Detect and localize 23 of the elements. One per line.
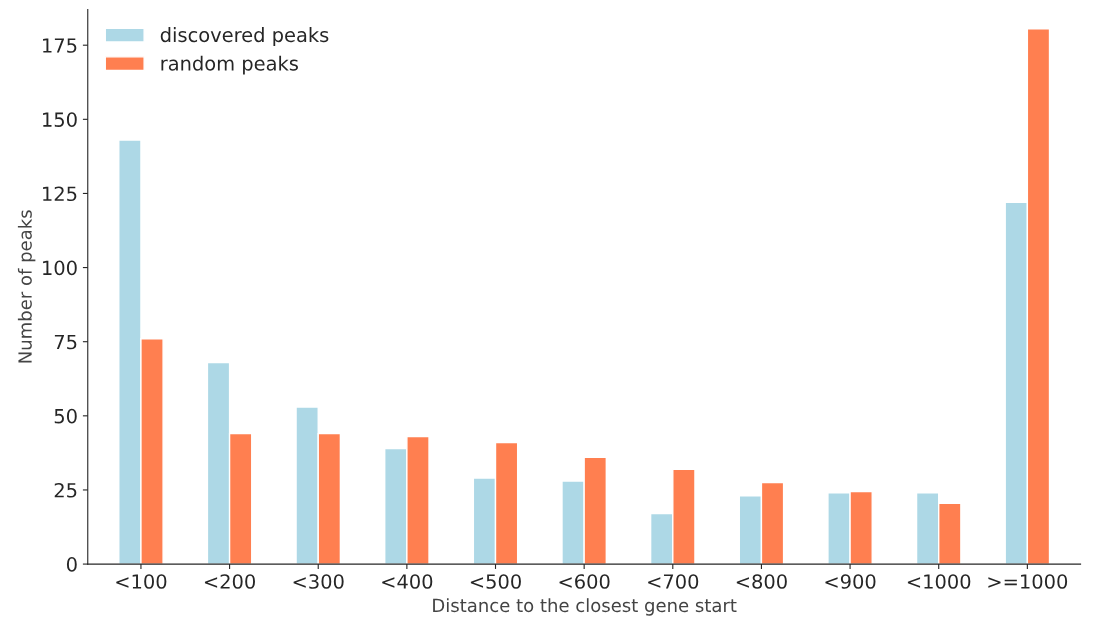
x-tick-label: <800: [736, 574, 787, 589]
legend-label: discovered peaks: [160, 27, 329, 46]
y-tick-label: 100: [43, 260, 77, 276]
x-tick-label: <400: [382, 574, 433, 589]
y-tick-label: 125: [43, 186, 77, 202]
x-tick-label: <600: [559, 574, 610, 589]
y-tick-label: 150: [43, 112, 77, 127]
y-tick-label: 0: [66, 557, 77, 572]
x-tick-label: <100: [116, 574, 167, 589]
x-tick-label: <200: [204, 574, 255, 589]
x-tick-label: <900: [825, 574, 876, 589]
x-tick-label: <300: [293, 574, 344, 589]
x-tick-label: <500: [470, 574, 521, 589]
legend-label: random peaks: [161, 55, 298, 75]
x-tick-label: <700: [648, 574, 699, 589]
x-tick-label: >=1000: [988, 574, 1068, 589]
y-tick-label: 75: [54, 334, 77, 350]
y-tick-label: 50: [54, 408, 77, 424]
y-tick-label: 175: [43, 38, 77, 53]
x-tick-label: <1000: [907, 574, 971, 589]
y-tick-label: 25: [54, 482, 77, 498]
x-axis-title: Distance to the closest gene start: [433, 598, 737, 616]
y-axis-title: Number of peaks: [17, 210, 36, 363]
